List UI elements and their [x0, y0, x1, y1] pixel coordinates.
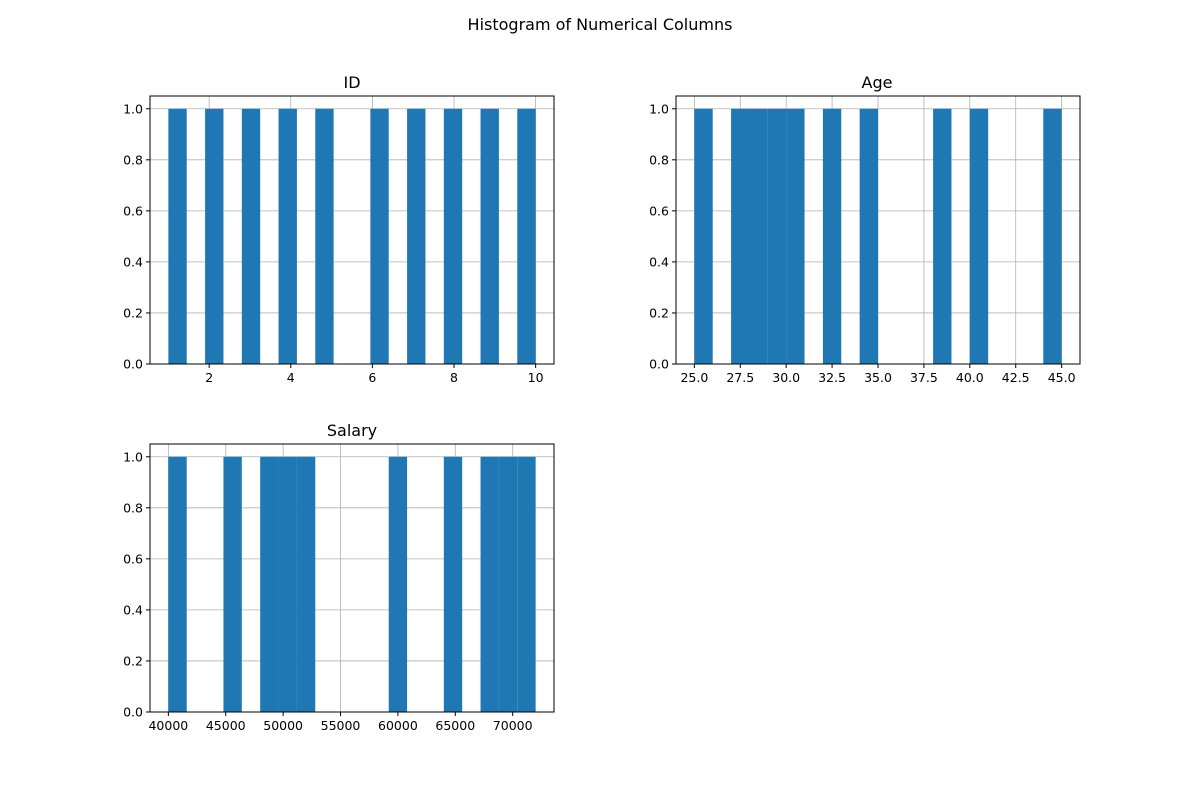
- id-xtick-label-1: 4: [287, 370, 295, 385]
- subplot-age-title: Age: [862, 73, 893, 92]
- id-xtick-label-0: 2: [205, 370, 213, 385]
- salary-axes-frame: [149, 443, 555, 713]
- salary-ytick-label-1: 0.2: [123, 653, 143, 668]
- age-bar-2: [749, 108, 768, 364]
- salary-bar-4: [296, 456, 316, 712]
- subplot-id-plot: 2 4 6 8 10 0.0 0.2 0.4 0.6 0.8 1.0: [123, 95, 555, 385]
- age-bar-0: [694, 108, 713, 364]
- age-bar-5: [822, 108, 842, 364]
- id-bar-8: [480, 108, 499, 364]
- id-ytick-label-4: 0.8: [123, 152, 143, 167]
- age-xtick-label-2: 30.0: [772, 370, 800, 385]
- salary-xtick-label-1: 45000: [206, 718, 246, 733]
- age-xtick-label-8: 45.0: [1048, 370, 1076, 385]
- id-bar-3: [278, 108, 297, 364]
- salary-ytick-label-5: 1.0: [123, 449, 143, 464]
- age-ytick-label-0: 0.0: [649, 357, 669, 372]
- age-ytick-label-3: 0.6: [649, 203, 669, 218]
- id-ytick-label-2: 0.4: [123, 254, 143, 269]
- salary-xtick-label-4: 60000: [378, 718, 418, 733]
- age-xtick-label-0: 25.0: [680, 370, 708, 385]
- id-ytick-label-5: 1.0: [123, 101, 143, 116]
- id-ytick-label-3: 0.6: [123, 203, 143, 218]
- figure-title: Histogram of Numerical Columns: [468, 15, 733, 34]
- id-xtick-label-3: 8: [450, 370, 458, 385]
- id-bar-2: [241, 108, 261, 364]
- subplot-salary-panel: Salary 40000 45000 50000 55000 60000 65000 700…: [123, 421, 555, 733]
- salary-bar-9: [517, 456, 536, 712]
- salary-bar-7: [480, 456, 499, 712]
- salary-ytick-label-2: 0.4: [123, 602, 143, 617]
- age-bar-7: [933, 108, 952, 364]
- age-ytick-label-5: 1.0: [649, 101, 669, 116]
- salary-ytick-label-0: 0.0: [123, 705, 143, 720]
- id-xtick-label-4: 10: [528, 370, 544, 385]
- id-ytick-label-0: 0.0: [123, 357, 143, 372]
- salary-xtick-label-5: 65000: [435, 718, 475, 733]
- age-xtick-label-3: 32.5: [818, 370, 846, 385]
- id-xtick-label-2: 6: [368, 370, 376, 385]
- age-ytick-label-2: 0.4: [649, 254, 669, 269]
- age-bar-4: [786, 108, 805, 364]
- salary-ytick-label-3: 0.6: [123, 551, 143, 566]
- subplot-salary-title: Salary: [327, 421, 377, 440]
- age-bar-3: [767, 108, 787, 364]
- salary-bar-5: [388, 456, 408, 712]
- age-xtick-label-4: 35.0: [864, 370, 892, 385]
- age-xtick-label-5: 37.5: [910, 370, 938, 385]
- age-bar-9: [1043, 108, 1062, 364]
- subplot-id-title: ID: [343, 73, 360, 92]
- id-bar-9: [517, 108, 536, 364]
- age-bar-1: [731, 108, 750, 364]
- subplot-id-panel: ID 2 4 6 8 10 0.0 0.2 0.4 0.6 0.8 1.0: [123, 73, 555, 385]
- age-xtick-label-7: 42.5: [1002, 370, 1030, 385]
- salary-bar-1: [223, 456, 242, 712]
- id-bar-0: [168, 108, 187, 364]
- salary-bar-0: [168, 456, 187, 712]
- id-bar-1: [205, 108, 224, 364]
- id-bar-5: [370, 108, 389, 364]
- age-xtick-label-1: 27.5: [726, 370, 754, 385]
- age-bar-8: [969, 108, 989, 364]
- salary-bar-3: [278, 456, 297, 712]
- id-axes-frame: [149, 95, 555, 365]
- id-bar-6: [407, 108, 426, 364]
- age-bar-6: [859, 108, 878, 364]
- salary-xtick-label-6: 70000: [493, 718, 533, 733]
- subplot-age-panel: Age 25.0 27.5 30.0 32.5 35.0 37.5 40.0 42.5 45.0…: [649, 73, 1081, 385]
- salary-bar-8: [498, 456, 518, 712]
- subplot-salary-plot: 40000 45000 50000 55000 60000 65000 70000 0.0 0.…: [123, 443, 555, 733]
- subplot-age-plot: 25.0 27.5 30.0 32.5 35.0 37.5 40.0 42.5 45.0 0.0 0…: [649, 95, 1081, 385]
- salary-ytick-label-4: 0.8: [123, 500, 143, 515]
- salary-xtick-label-0: 40000: [148, 718, 188, 733]
- salary-xtick-label-3: 55000: [321, 718, 361, 733]
- age-ytick-label-1: 0.2: [649, 305, 669, 320]
- age-ytick-label-4: 0.8: [649, 152, 669, 167]
- id-ytick-label-1: 0.2: [123, 305, 143, 320]
- id-bar-7: [443, 108, 463, 364]
- age-xtick-label-6: 40.0: [956, 370, 984, 385]
- salary-bar-6: [443, 456, 463, 712]
- id-bar-4: [315, 108, 334, 364]
- salary-xtick-label-2: 50000: [263, 718, 303, 733]
- salary-bar-2: [260, 456, 279, 712]
